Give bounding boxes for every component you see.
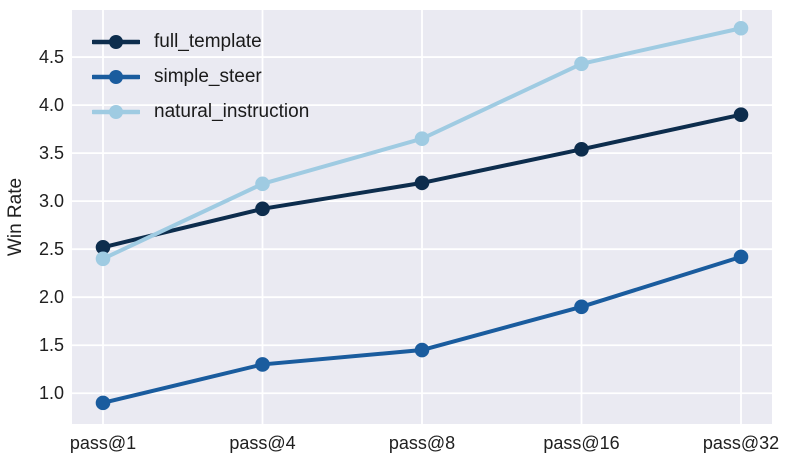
legend-line-marker-icon bbox=[92, 105, 140, 119]
y-tick-label: 2.5 bbox=[38, 239, 64, 260]
legend-label: natural_instruction bbox=[154, 101, 310, 122]
data-point-full_template bbox=[574, 141, 589, 157]
x-tick-label: pass@4 bbox=[229, 433, 296, 453]
data-point-full_template bbox=[255, 201, 270, 217]
data-point-simple_steer bbox=[574, 299, 589, 315]
data-point-natural_instruction bbox=[733, 20, 749, 36]
data-point-full_template bbox=[414, 175, 430, 191]
data-point-simple_steer bbox=[733, 249, 749, 265]
legend-line-marker-icon bbox=[92, 70, 140, 84]
legend: full_template simple_steer natural_instruc… bbox=[92, 30, 309, 135]
y-tick-label: 2.0 bbox=[38, 287, 64, 308]
y-tick-label: 1.5 bbox=[38, 335, 64, 356]
y-tick-label: 4.0 bbox=[38, 95, 64, 116]
data-point-full_template bbox=[733, 107, 749, 123]
data-point-simple_steer bbox=[255, 357, 270, 372]
data-point-simple_steer bbox=[414, 342, 430, 358]
legend-label: full_template bbox=[154, 31, 262, 52]
legend-item-natural_instruction: natural_instruction bbox=[92, 100, 309, 124]
data-point-natural_instruction bbox=[255, 176, 270, 192]
x-tick-label: pass@16 bbox=[543, 433, 620, 453]
x-tick-label: pass@32 bbox=[702, 433, 780, 453]
legend-label: simple_steer bbox=[154, 66, 262, 87]
x-tick-label: pass@8 bbox=[388, 433, 456, 453]
data-point-natural_instruction bbox=[414, 131, 430, 147]
y-tick-label: 1.0 bbox=[38, 383, 64, 404]
legend-line-marker-icon bbox=[92, 35, 140, 49]
y-tick-label: 3.5 bbox=[38, 143, 64, 164]
legend-item-simple_steer: simple_steer bbox=[92, 65, 309, 89]
x-tick-label: pass@1 bbox=[69, 433, 137, 453]
data-point-full_template bbox=[95, 239, 111, 255]
data-point-natural_instruction bbox=[95, 251, 111, 267]
y-tick-label: 3.0 bbox=[38, 191, 64, 212]
y-axis-title: Win Rate bbox=[5, 177, 26, 257]
y-tick-label: 4.5 bbox=[38, 47, 64, 68]
data-point-natural_instruction bbox=[574, 56, 589, 72]
data-point-simple_steer bbox=[95, 395, 111, 411]
legend-item-full_template: full_template bbox=[92, 30, 309, 54]
